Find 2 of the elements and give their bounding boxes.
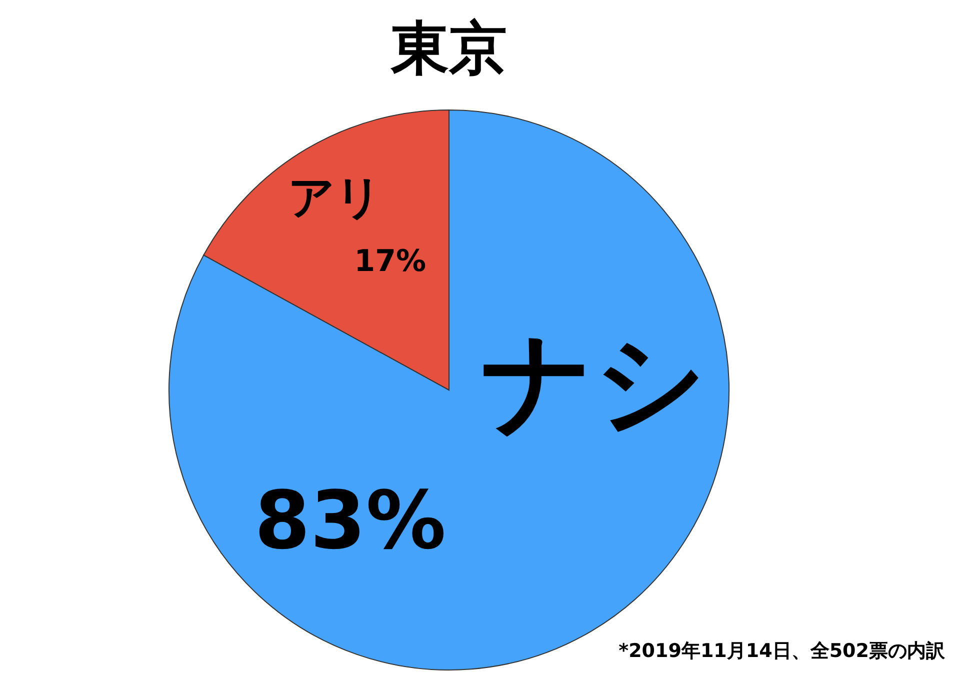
title: 東京: [391, 14, 507, 82]
annotation: *2019年11月14日、全502票の内訳: [618, 640, 945, 662]
